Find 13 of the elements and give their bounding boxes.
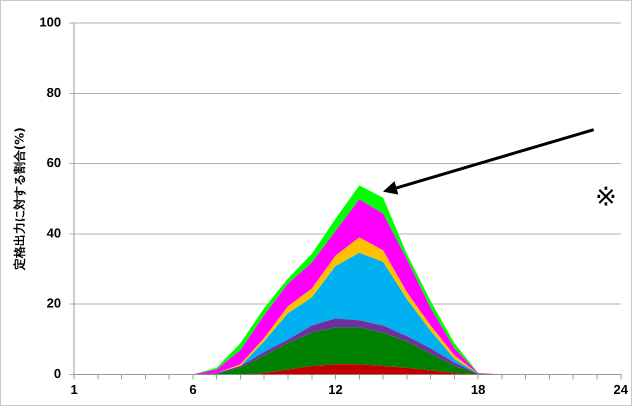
annotation: ※	[594, 182, 617, 213]
x-tick-label: 24	[614, 382, 629, 397]
y-tick-label: 20	[46, 296, 62, 311]
y-tick-label: 80	[46, 84, 62, 100]
y-tick-label: 100	[39, 14, 62, 30]
x-tick-label: 12	[328, 382, 343, 397]
x-tick-label: 1	[70, 382, 78, 397]
y-axis-title: 定格出力に対する割合(%)	[12, 127, 26, 272]
x-tick-label: 18	[470, 382, 486, 397]
x-tick-label: 6	[189, 382, 197, 397]
y-tick-label: 0	[54, 366, 62, 381]
y-tick-label: 60	[46, 155, 62, 170]
y-tick-label: 40	[46, 225, 62, 240]
